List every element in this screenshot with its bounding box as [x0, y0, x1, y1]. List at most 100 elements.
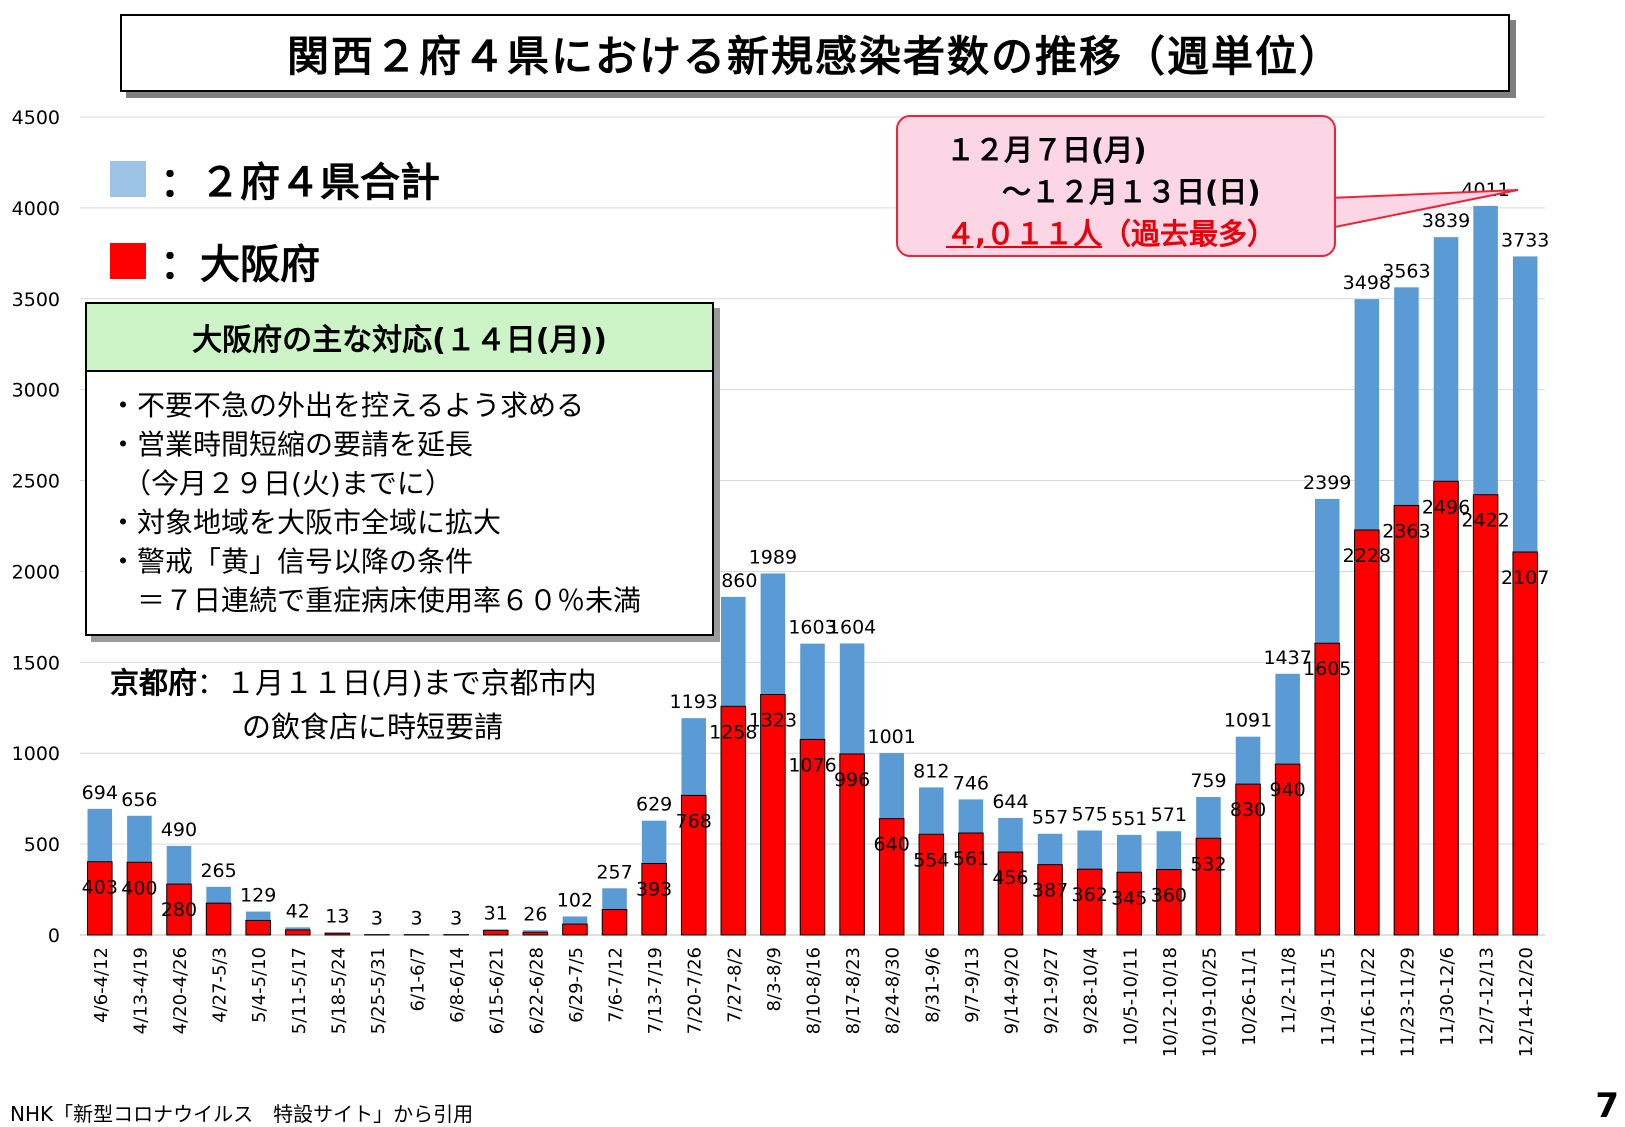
x-tick-label: 8/3-8/9 [764, 947, 785, 1011]
bar-osaka [998, 852, 1023, 935]
x-tick-label: 6/8-6/14 [447, 947, 468, 1023]
data-label-total: 557 [1032, 807, 1068, 829]
data-label-osaka: 2107 [1501, 567, 1549, 589]
x-tick-label: 10/5-10/11 [1120, 947, 1141, 1046]
data-label-total: 129 [240, 885, 276, 907]
y-tick-label: 0 [48, 925, 60, 947]
x-tick-label: 8/31-9/6 [922, 947, 943, 1023]
data-label-total: 1001 [868, 726, 916, 748]
bar-osaka [563, 924, 588, 935]
bar-osaka [246, 920, 271, 935]
osaka-actions-header: 大阪府の主な対応(１４日(月)) [87, 304, 712, 372]
osaka-action-line: ＝７日連続で重症病床使用率６０％未満 [109, 579, 641, 619]
x-tick-label: 12/7-12/13 [1477, 947, 1498, 1046]
data-label-osaka: 1605 [1303, 658, 1351, 680]
osaka-action-line: ・不要不急の外出を控えるよう求める [109, 384, 584, 424]
data-label-total: 3 [450, 907, 462, 929]
x-tick-label: 7/20-7/26 [685, 947, 706, 1034]
data-label-osaka: 561 [953, 848, 989, 870]
kyoto-text-line2: の飲食店に時短要請 [242, 704, 597, 746]
osaka-action-line: ・営業時間短縮の要請を延長 [109, 423, 473, 463]
data-label-total: 31 [484, 902, 508, 924]
data-label-osaka: 456 [992, 867, 1028, 889]
legend-osaka-swatch [110, 243, 146, 279]
x-tick-label: 12/14-12/20 [1516, 947, 1537, 1057]
y-tick-label: 2500 [12, 471, 60, 493]
osaka-actions-panel: 大阪府の主な対応(１４日(月)) ・不要不急の外出を控えるよう求める ・営業時間… [85, 302, 714, 636]
x-tick-label: 7/27-8/2 [724, 947, 745, 1023]
bar-osaka [523, 932, 548, 935]
data-label-total: 490 [161, 819, 197, 841]
bar-osaka [285, 930, 310, 935]
x-tick-label: 5/18-5/24 [328, 947, 349, 1034]
data-label-osaka: 393 [636, 879, 672, 901]
kyoto-note: 京都府：１月１１日(月)まで京都市内 の飲食店に時短要請 [110, 660, 597, 746]
y-tick-label: 1000 [12, 743, 60, 765]
x-tick-label: 9/7-9/13 [962, 947, 983, 1023]
data-label-total: 265 [200, 860, 236, 882]
x-tick-label: 5/25-5/31 [368, 947, 389, 1034]
data-label-total: 1091 [1224, 710, 1272, 732]
y-tick-label: 4500 [12, 107, 60, 129]
x-tick-label: 11/2-11/8 [1279, 947, 1300, 1034]
data-label-total: 656 [121, 789, 157, 811]
x-tick-label: 11/9-11/15 [1318, 947, 1339, 1046]
data-label-total: 1193 [670, 691, 718, 713]
data-label-total: 694 [82, 782, 118, 804]
x-tick-label: 11/16-11/22 [1358, 947, 1379, 1057]
x-tick-label: 11/30-12/6 [1437, 947, 1458, 1046]
data-label-osaka: 360 [1151, 885, 1187, 907]
data-label-osaka: 1076 [788, 754, 836, 776]
data-label-total: 257 [596, 861, 632, 883]
data-label-total: 3733 [1501, 229, 1549, 251]
data-label-total: 102 [557, 889, 593, 911]
x-tick-label: 8/10-8/16 [804, 947, 825, 1034]
data-label-total: 3563 [1382, 260, 1430, 282]
x-tick-label: 7/6-7/12 [606, 947, 627, 1023]
data-label-osaka: 996 [834, 769, 870, 791]
x-tick-label: 5/4-5/10 [249, 947, 270, 1023]
data-label-osaka: 2363 [1382, 520, 1430, 542]
data-label-osaka: 387 [1032, 880, 1068, 902]
data-label-total: 26 [523, 903, 547, 925]
bar-osaka [483, 930, 508, 935]
data-label-total: 812 [913, 760, 949, 782]
page-number: 7 [1595, 1086, 1619, 1126]
x-tick-label: 6/1-6/7 [408, 947, 429, 1011]
data-label-total: 1860 [709, 570, 757, 592]
data-label-total: 759 [1190, 770, 1226, 792]
data-label-osaka: 768 [676, 810, 712, 832]
x-tick-label: 4/20-4/26 [170, 947, 191, 1034]
data-label-osaka: 362 [1072, 884, 1108, 906]
source-note: NHK「新型コロナウイルス 特設サイト」から引用 [10, 1098, 473, 1127]
data-label-total: 746 [953, 772, 989, 794]
osaka-action-line: ・警戒「黄」信号以降の条件 [109, 540, 473, 580]
data-label-total: 2399 [1303, 472, 1351, 494]
x-tick-label: 10/19-10/25 [1199, 947, 1220, 1057]
x-tick-label: 10/12-10/18 [1160, 947, 1181, 1057]
callout-date-end: ～１２月１３日(日) [1002, 169, 1261, 211]
x-tick-label: 9/14-9/20 [1001, 947, 1022, 1034]
data-label-osaka: 1323 [749, 710, 797, 732]
osaka-action-line: ・対象地域を大阪市全域に拡大 [109, 501, 501, 541]
x-tick-label: 8/24-8/30 [883, 947, 904, 1034]
callout-count: ４,０１１人 [946, 217, 1102, 251]
data-label-total: 3839 [1422, 210, 1470, 232]
y-tick-label: 500 [24, 834, 60, 856]
callout-record-note: （過去最多） [1102, 217, 1276, 251]
bar-osaka [206, 903, 231, 935]
x-tick-label: 5/11-5/17 [289, 947, 310, 1034]
data-label-total: 575 [1072, 803, 1108, 825]
data-label-osaka: 640 [874, 834, 910, 856]
bar-osaka [1473, 495, 1498, 935]
data-label-total: 13 [325, 906, 349, 928]
record-callout: １２月７日(月) ～１２月１３日(日) ４,０１１人（過去最多） [896, 115, 1336, 257]
data-label-osaka: 280 [161, 899, 197, 921]
y-tick-label: 1500 [12, 652, 60, 674]
data-label-total: 1989 [749, 546, 797, 568]
data-label-osaka: 400 [121, 877, 157, 899]
data-label-total: 644 [992, 791, 1028, 813]
x-tick-label: 9/28-10/4 [1081, 947, 1102, 1034]
x-tick-label: 9/21-9/27 [1041, 947, 1062, 1034]
x-tick-label: 4/27-5/3 [210, 947, 231, 1023]
